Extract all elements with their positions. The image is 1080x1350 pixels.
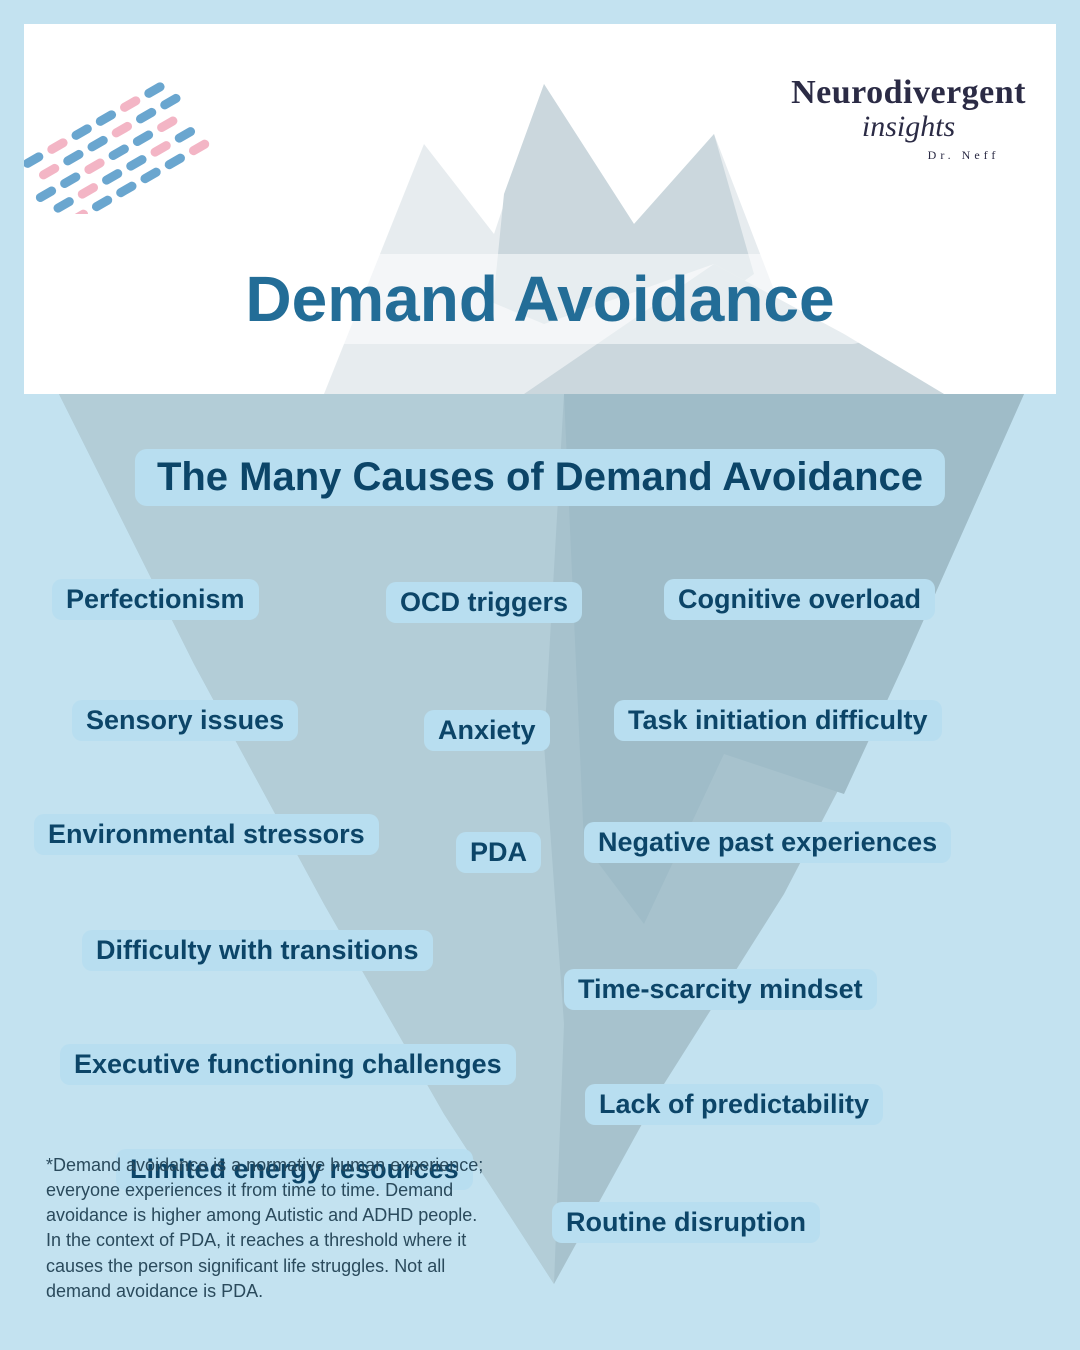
cause-tag: Cognitive overload bbox=[664, 579, 935, 620]
footnote: *Demand avoidance is a normative human e… bbox=[46, 1153, 486, 1304]
decorative-dashes-icon bbox=[24, 24, 274, 214]
cause-tag: Executive functioning challenges bbox=[60, 1044, 516, 1085]
main-title: Demand Avoidance bbox=[211, 254, 868, 344]
brand-line2: insights bbox=[862, 110, 955, 144]
cause-tag: Negative past experiences bbox=[584, 822, 951, 863]
cause-tag: OCD triggers bbox=[386, 582, 582, 623]
brand-line3: Dr. Neff bbox=[901, 148, 1026, 163]
cause-tag: Routine disruption bbox=[552, 1202, 820, 1243]
cause-tag: Environmental stressors bbox=[34, 814, 379, 855]
page-background: Neurodivergent insights Dr. Neff Demand … bbox=[0, 0, 1080, 1350]
cause-tag: Task initiation difficulty bbox=[614, 700, 942, 741]
cause-tag: Anxiety bbox=[424, 710, 550, 751]
brand-line2-text: insights bbox=[862, 110, 955, 143]
brand-line1: Neurodivergent bbox=[791, 74, 1026, 112]
subtitle: The Many Causes of Demand Avoidance bbox=[135, 449, 945, 506]
brand-logo: Neurodivergent insights Dr. Neff bbox=[791, 74, 1026, 163]
cause-tag: Perfectionism bbox=[52, 579, 259, 620]
cause-tag: Lack of predictability bbox=[585, 1084, 883, 1125]
cause-tag: Time-scarcity mindset bbox=[564, 969, 877, 1010]
cause-tag: Sensory issues bbox=[72, 700, 298, 741]
cause-tag: PDA bbox=[456, 832, 541, 873]
cause-tag: Difficulty with transitions bbox=[82, 930, 433, 971]
inner-card: Neurodivergent insights Dr. Neff Demand … bbox=[24, 24, 1056, 1326]
